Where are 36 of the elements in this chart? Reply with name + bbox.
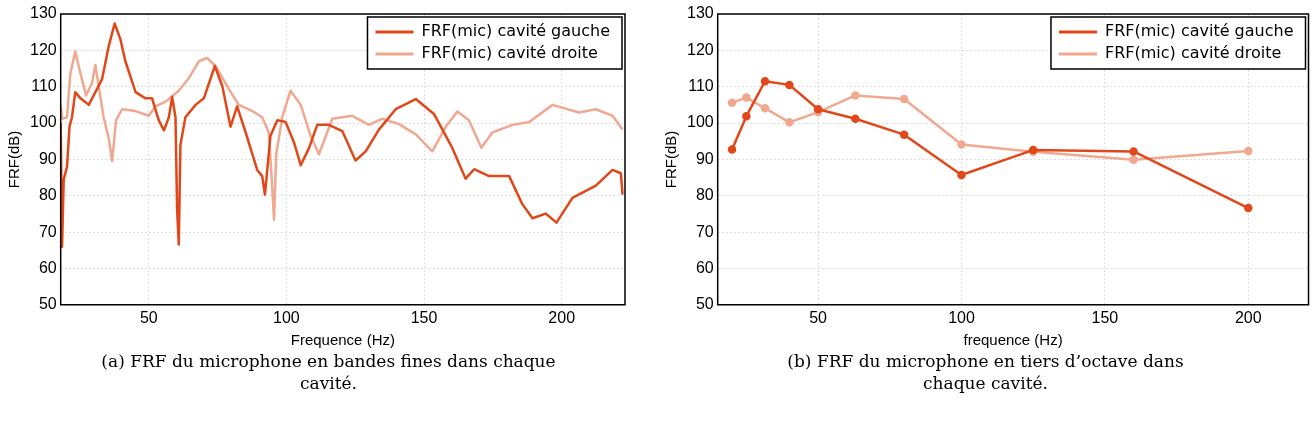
y-tick-label: 60 xyxy=(695,258,714,276)
x-axis-title: Frequence (Hz) xyxy=(290,331,395,349)
y-tick-label: 130 xyxy=(29,4,57,22)
x-tick-label: 100 xyxy=(273,308,300,326)
legend-label: FRF(mic) cavité gauche xyxy=(421,21,611,41)
x-tick-label: 50 xyxy=(809,308,828,326)
x-tick-label: 150 xyxy=(1091,308,1119,326)
y-tick-label: 80 xyxy=(695,186,714,204)
y-tick-label: 120 xyxy=(686,40,714,58)
y-tick-label: 50 xyxy=(695,295,714,313)
x-tick-label: 150 xyxy=(410,308,438,326)
y-axis-title: FRF(dB) xyxy=(662,130,680,189)
y-tick-label: 60 xyxy=(38,258,57,276)
y-tick-label: 110 xyxy=(31,77,57,95)
text: (a) FRF du microphone en bandes fines dans chaque cavité. xyxy=(100,350,557,394)
y-tick-label: 80 xyxy=(38,186,57,204)
x-tick-label: 100 xyxy=(948,308,975,326)
y-tick-label: 90 xyxy=(38,149,57,167)
x-tick-label: 200 xyxy=(548,308,576,326)
x-axis-title: frequence (Hz) xyxy=(963,331,1063,349)
x-tick-label: 200 xyxy=(1234,308,1262,326)
y-tick-label: 70 xyxy=(38,222,57,240)
y-tick-label: 120 xyxy=(29,40,57,58)
y-tick-label: 100 xyxy=(29,113,57,131)
y-axis-title: FRF(dB) xyxy=(5,130,23,189)
y-tick-label: 110 xyxy=(688,77,714,95)
y-tick-label: 70 xyxy=(695,222,714,240)
legend-label: FRF(mic) cavité droite xyxy=(1104,43,1282,63)
y-tick-label: 50 xyxy=(38,295,57,313)
y-tick-label: 100 xyxy=(686,113,714,131)
x-tick-label: 50 xyxy=(139,308,158,326)
legend-label: FRF(mic) cavité gauche xyxy=(1104,21,1294,41)
text: (b) FRF du microphone en tiers d’octave dans chaque cavité. xyxy=(786,350,1185,394)
y-tick-label: 90 xyxy=(695,149,714,167)
legend-label: FRF(mic) cavité droite xyxy=(421,43,598,63)
y-tick-label: 130 xyxy=(686,4,714,22)
